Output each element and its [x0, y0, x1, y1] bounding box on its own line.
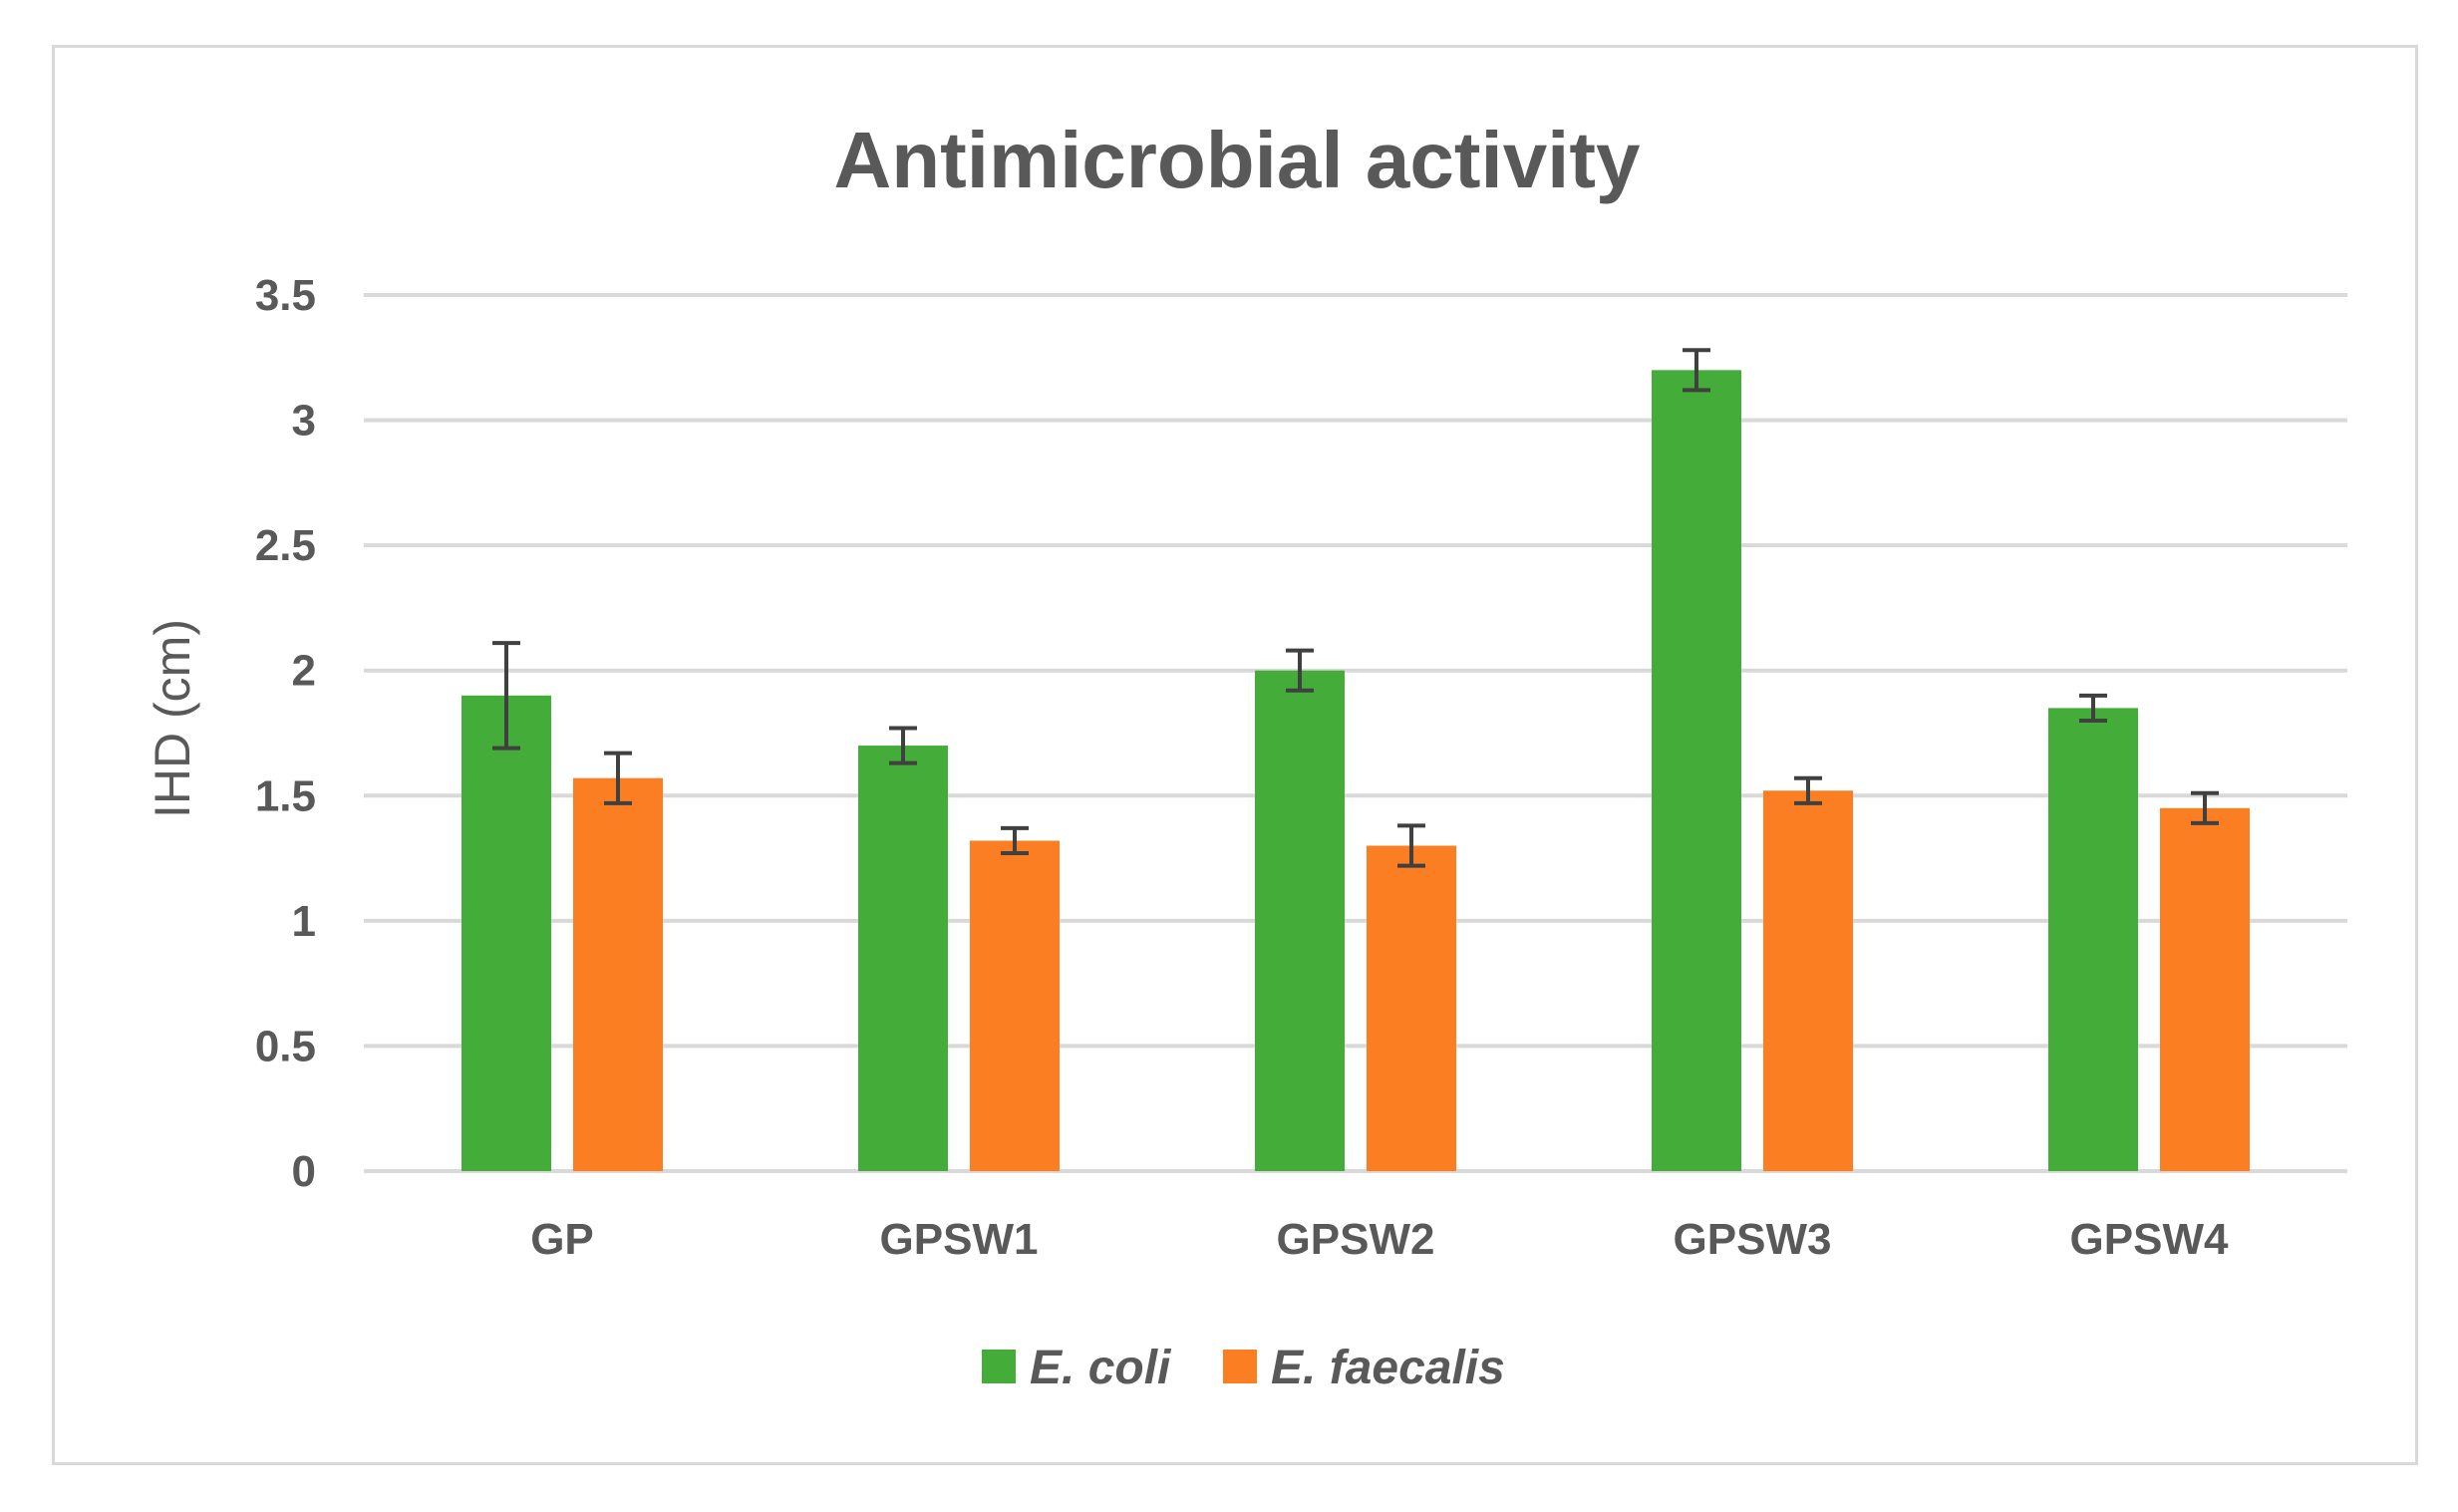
error-bar [604, 751, 632, 805]
bar-ecoli-gp [461, 695, 551, 1171]
error-bar [1286, 648, 1314, 693]
error-bar [1001, 825, 1029, 856]
y-tick-label: 0.5 [255, 1022, 316, 1070]
bar-efaecalis-gpsw4 [2160, 807, 2250, 1171]
legend: E. coli E. faecalis [982, 1342, 1505, 1394]
category-label: GPSW2 [1277, 1215, 1435, 1264]
y-tick-label: 2 [292, 647, 316, 696]
bar-efaecalis-gpsw2 [1367, 845, 1456, 1171]
y-tick-labels: 0 0.5 1 1.5 2 2.5 3 3.5 [255, 271, 316, 1196]
y-tick-label: 0 [292, 1147, 316, 1196]
bar-efaecalis-gpsw3 [1763, 790, 1853, 1171]
y-tick-label: 3.5 [255, 271, 316, 320]
category-label: GPSW4 [2070, 1215, 2229, 1264]
category-labels: GP GPSW1 GPSW2 GPSW3 GPSW4 [530, 1215, 2229, 1264]
chart-title: Antimicrobial activity [833, 116, 1641, 204]
grid-lines [364, 293, 2347, 1173]
bar-ecoli-gpsw1 [858, 746, 948, 1171]
legend-swatch [982, 1350, 1016, 1383]
error-bars [492, 348, 2219, 868]
category-label: GP [530, 1215, 594, 1264]
error-bar [1397, 823, 1425, 868]
bars [461, 370, 2250, 1171]
legend-swatch [1223, 1350, 1257, 1383]
error-bar [1683, 348, 1710, 393]
error-bar [889, 726, 917, 765]
legend-label: E. coli [1030, 1342, 1172, 1394]
bar-efaecalis-gp [573, 777, 663, 1171]
error-bar [492, 641, 520, 751]
y-tick-label: 3 [292, 397, 316, 446]
y-tick-label: 1.5 [255, 771, 316, 820]
bar-ecoli-gpsw4 [2048, 708, 2138, 1171]
chart-svg: Antimicrobial activity IHD (cm) 0 0.5 1 1.5… [145, 116, 2347, 1394]
bar-efaecalis-gpsw1 [970, 840, 1060, 1171]
error-bar [2191, 790, 2219, 825]
category-label: GPSW1 [880, 1215, 1039, 1264]
chart-frame: Antimicrobial activity IHD (cm) 0 0.5 1 1.5… [52, 45, 2418, 1465]
error-bar [1794, 775, 1822, 805]
y-tick-label: 1 [292, 897, 316, 946]
category-label: GPSW3 [1674, 1215, 1832, 1264]
y-axis-label: IHD (cm) [145, 619, 200, 818]
legend-label: E. faecalis [1271, 1342, 1505, 1394]
bar-ecoli-gpsw2 [1255, 670, 1345, 1171]
y-tick-label: 2.5 [255, 521, 316, 570]
error-bar [2079, 693, 2107, 723]
bar-ecoli-gpsw3 [1652, 370, 1741, 1171]
